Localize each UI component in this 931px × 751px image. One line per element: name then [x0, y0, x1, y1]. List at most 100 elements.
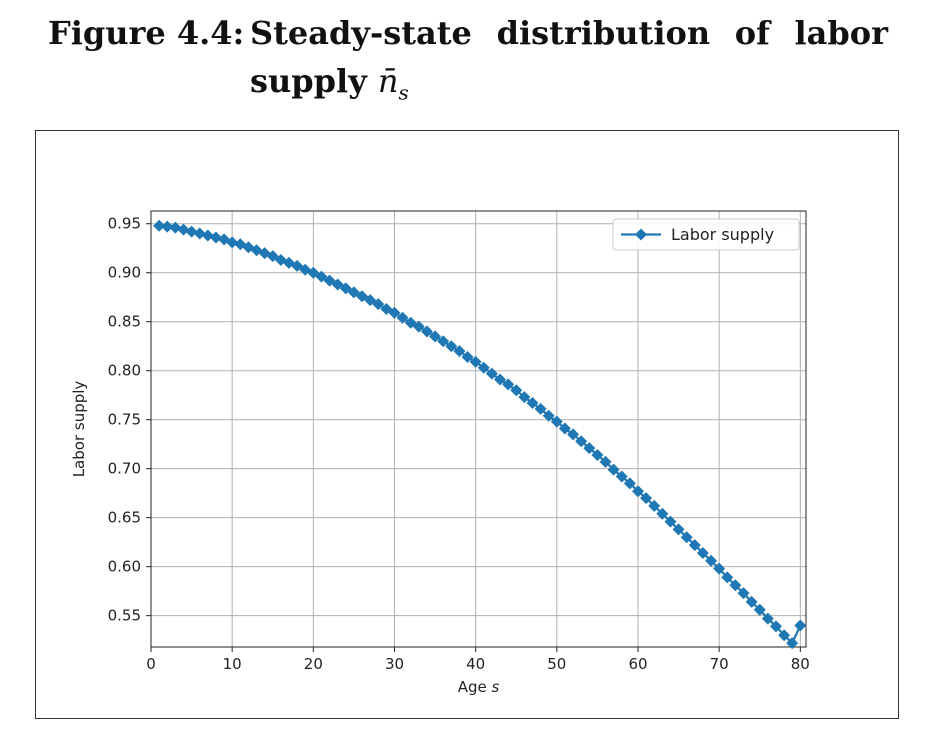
data-point — [534, 402, 547, 415]
data-point — [323, 274, 336, 287]
data-point — [347, 286, 360, 299]
caption-word: of — [734, 14, 770, 52]
data-point — [372, 298, 385, 311]
data-point — [477, 361, 490, 374]
data-point — [794, 619, 807, 632]
x-tick-label: 20 — [304, 655, 323, 673]
grid-lines — [150, 211, 806, 647]
data-point — [526, 397, 539, 410]
data-point — [518, 391, 531, 404]
data-point — [153, 219, 166, 232]
data-point — [745, 595, 758, 608]
data-point — [680, 531, 693, 544]
caption-symbol: n̄ — [377, 62, 399, 100]
data-point — [615, 470, 628, 483]
x-tick-label: 60 — [628, 655, 647, 673]
x-axis-label: Age s — [458, 678, 500, 696]
legend-entry-label: Labor supply — [671, 225, 774, 244]
data-point — [631, 485, 644, 498]
axis-ticks: 0 10 20 30 40 50 60 70 80 0.55 0.60 0.65 0.70 0.75 0.8… — [108, 215, 810, 673]
x-tick-label: 10 — [223, 655, 242, 673]
data-point — [607, 463, 620, 476]
data-point — [469, 355, 482, 368]
data-point — [502, 378, 515, 391]
data-point — [786, 637, 799, 650]
data-point — [169, 221, 182, 234]
data-point — [753, 603, 766, 616]
x-tick-label: 70 — [710, 655, 729, 673]
data-point — [583, 442, 596, 455]
caption-word: distribution — [496, 14, 711, 52]
data-point — [380, 302, 393, 315]
data-point — [575, 435, 588, 448]
data-point — [713, 562, 726, 575]
data-point — [356, 290, 369, 303]
data-point — [778, 629, 791, 642]
data-point — [339, 282, 352, 295]
data-point — [315, 270, 328, 283]
caption-word: Steady-state — [250, 14, 472, 52]
data-point — [437, 335, 450, 348]
legend-box — [612, 218, 800, 251]
y-tick-label: 0.55 — [108, 607, 141, 625]
x-tick-label: 50 — [547, 655, 566, 673]
data-point — [623, 477, 636, 490]
data-point — [226, 236, 239, 249]
x-tick-label: 0 — [146, 655, 156, 673]
legend: Labor supply — [612, 218, 800, 251]
data-point — [404, 316, 417, 329]
legend-marker — [635, 228, 647, 241]
data-point — [209, 231, 222, 244]
data-point — [494, 373, 507, 386]
data-point — [648, 499, 661, 512]
data-point — [420, 325, 433, 338]
x-tick-label: 30 — [385, 655, 404, 673]
data-point — [161, 220, 174, 233]
data-point — [461, 350, 474, 363]
caption-word: supply — [250, 62, 378, 100]
data-point — [672, 523, 685, 536]
data-point — [721, 571, 734, 584]
data-point — [388, 306, 401, 319]
data-point — [453, 345, 466, 358]
data-point — [550, 415, 563, 428]
data-point — [193, 227, 206, 240]
data-point — [412, 320, 425, 333]
data-point — [696, 546, 709, 559]
x-tick-label: 80 — [791, 655, 810, 673]
data-point — [266, 250, 279, 263]
data-point — [761, 612, 774, 625]
data-point — [705, 554, 718, 567]
data-point — [510, 384, 523, 397]
y-tick-label: 0.80 — [108, 362, 141, 380]
x-tick-label: 40 — [466, 655, 485, 673]
y-tick-label: 0.75 — [108, 411, 141, 429]
x-axis-label-variable: s — [491, 678, 499, 696]
data-point — [331, 278, 344, 291]
figure-label: Figure 4.4: — [48, 14, 245, 52]
data-point — [185, 225, 198, 238]
data-point — [274, 253, 287, 266]
data-point — [282, 256, 295, 269]
data-point — [201, 229, 214, 242]
caption-symbol-subscript: s — [398, 80, 409, 105]
data-point — [769, 620, 782, 633]
caption-line-1: Steady-state distribution of labor — [250, 14, 888, 52]
plot-area — [150, 210, 807, 648]
data-point — [429, 330, 442, 343]
data-point — [664, 515, 677, 528]
y-tick-label: 0.70 — [108, 460, 141, 478]
caption-math-symbol: n̄s — [377, 62, 409, 104]
y-tick-label: 0.85 — [108, 313, 141, 331]
data-point — [307, 266, 320, 279]
data-point — [558, 422, 571, 435]
data-point — [364, 294, 377, 307]
data-point — [291, 259, 304, 272]
data-point — [591, 448, 604, 461]
x-axis-label-text: Age — [458, 678, 492, 696]
caption-word: labor — [794, 14, 888, 52]
y-tick-label: 0.65 — [108, 509, 141, 527]
caption-line-2: supply n̄s — [250, 62, 409, 104]
data-point — [396, 311, 409, 324]
y-tick-label: 0.60 — [108, 558, 141, 576]
